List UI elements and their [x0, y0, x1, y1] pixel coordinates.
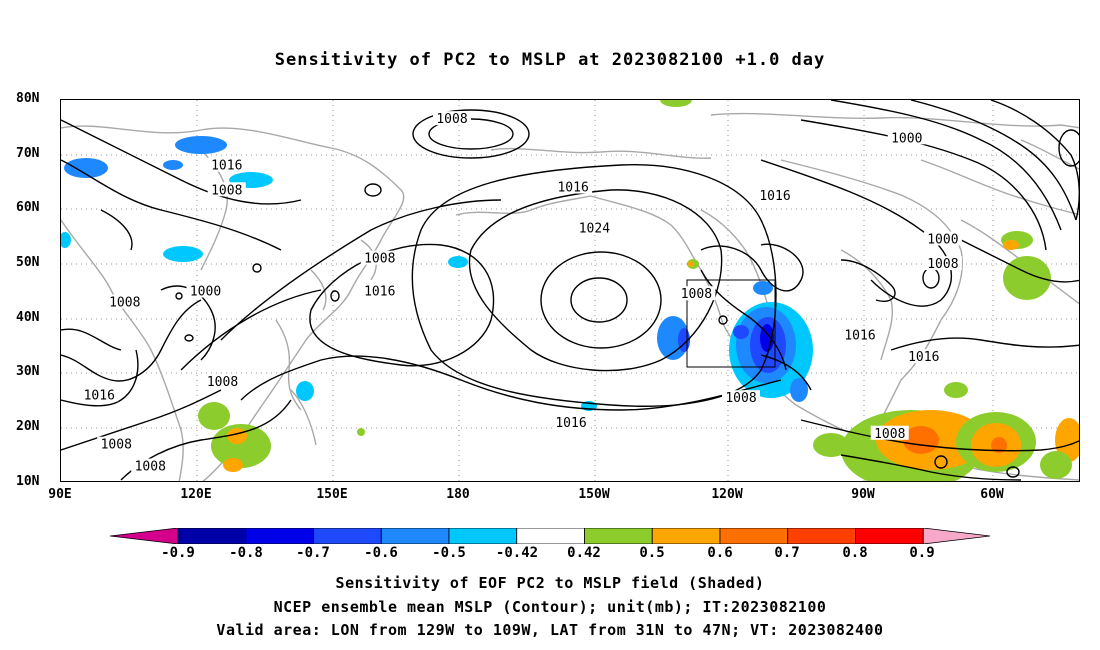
contour-label-bg — [923, 231, 962, 246]
sensitivity-shading — [61, 100, 1079, 481]
lon-label-60w: 60W — [980, 487, 1004, 502]
colorbar-label-0-5: 0.5 — [639, 545, 665, 561]
colorbar-box — [651, 528, 721, 544]
colorbar-box — [516, 528, 585, 544]
contour-label-1016: 1016 — [908, 350, 939, 365]
contour-label-bg — [131, 458, 170, 473]
contour-label-bg — [207, 157, 246, 172]
contour-label-bg — [575, 220, 614, 235]
contour-label-bg — [722, 390, 760, 405]
contour-label-1016: 1016 — [557, 181, 588, 196]
colorbar-label-neg-0-8: -0.8 — [229, 545, 263, 561]
contour-label-1008: 1008 — [436, 112, 467, 127]
contour-label-bg — [887, 130, 926, 145]
lat-label-60n: 60N — [16, 200, 40, 215]
lon-label-90e: 90E — [48, 487, 72, 502]
contour-label-bg — [105, 294, 144, 309]
contour-labels: 1008 1016 1008 1000 1016 1016 1024 1008 1000 1008… — [80, 111, 962, 475]
contour-label-1008: 1008 — [927, 257, 958, 272]
caption-line-2: NCEP ensemble mean MSLP (Contour); unit(… — [273, 598, 827, 616]
mslp-contours — [61, 100, 1079, 481]
colorbar-high-triangle — [922, 528, 990, 544]
contour-label-bg — [186, 283, 225, 298]
contour-label-1016: 1016 — [84, 388, 115, 403]
lat-label-40n: 40N — [16, 310, 40, 325]
contour-label-1016: 1016 — [759, 189, 790, 204]
contour-label-1008: 1008 — [681, 287, 712, 302]
colorbar-box — [380, 528, 450, 544]
contour-label-1008: 1008 — [207, 375, 238, 390]
contour-label-bg — [756, 187, 794, 202]
contour-label-bg — [870, 425, 909, 440]
contour-label-bg — [97, 436, 136, 451]
colorbar-low-triangle — [110, 528, 179, 544]
gridlines — [61, 100, 1079, 481]
contour-label-1008: 1008 — [101, 438, 132, 453]
caption-line-1: Sensitivity of EOF PC2 to MSLP field (Sh… — [335, 574, 765, 592]
contour-label-bg — [433, 111, 471, 126]
lon-label-180: 180 — [446, 487, 470, 502]
contour-label-1024: 1024 — [579, 222, 610, 237]
contour-label-1000: 1000 — [190, 285, 221, 300]
lon-label-150w: 150W — [578, 487, 610, 502]
contour-label-bg — [207, 182, 246, 197]
colorbar-label-0-42: 0.42 — [567, 545, 601, 561]
contour-label-1016: 1016 — [844, 328, 875, 343]
lat-label-10n: 10N — [16, 474, 40, 489]
chart-title: Sensitivity of PC2 to MSLP at 2023082100… — [274, 50, 826, 70]
contour-label-bg — [203, 373, 242, 388]
contour-label-1008: 1008 — [135, 460, 166, 475]
colorbar-label-neg-0-6: -0.6 — [364, 545, 398, 561]
colorbar-box — [787, 528, 856, 544]
lon-label-120w: 120W — [711, 487, 743, 502]
colorbar-label-0-6: 0.6 — [707, 545, 733, 561]
colorbar-box — [855, 528, 924, 544]
contour-label-1000: 1000 — [927, 233, 958, 248]
contour-label-1008: 1008 — [211, 183, 242, 198]
contour-label-1016: 1016 — [555, 416, 586, 431]
colorbar-box — [177, 528, 247, 544]
lat-label-20n: 20N — [16, 419, 40, 434]
colorbar-label-0-9: 0.9 — [909, 545, 935, 561]
colorbar-label-neg-0-42: -0.42 — [495, 545, 539, 561]
colorbar-label-0-7: 0.7 — [774, 545, 800, 561]
colorbar-box — [584, 528, 653, 544]
colorbar-label-0-8: 0.8 — [842, 545, 868, 561]
contour-label-1008: 1008 — [109, 295, 140, 310]
colorbar-box — [448, 528, 518, 544]
contour-label-1008: 1008 — [725, 391, 756, 406]
contour-label-bg — [841, 327, 879, 342]
map-panel: 1008 1016 1008 1000 1016 1016 1024 1008 1000 1008… — [60, 99, 1080, 482]
contour-label-1008: 1008 — [364, 252, 395, 267]
contour-label-1000: 1000 — [891, 131, 922, 146]
map-canvas: 1008 1016 1008 1000 1016 1016 1024 1008 1000 1008… — [61, 100, 1079, 481]
colorbar-label-neg-0-5: -0.5 — [432, 545, 466, 561]
lon-label-150e: 150E — [316, 487, 348, 502]
contour-label-bg — [923, 256, 962, 271]
lat-label-50n: 50N — [16, 255, 40, 270]
lat-label-30n: 30N — [16, 364, 40, 379]
color-bar — [110, 528, 990, 544]
contour-label-bg — [552, 414, 590, 429]
colorbar-box — [245, 528, 314, 544]
contour-label-bg — [80, 387, 119, 402]
colorbar-label-neg-0-9: -0.9 — [161, 545, 195, 561]
lat-label-70n: 70N — [16, 146, 40, 161]
contour-label-1016: 1016 — [211, 159, 242, 174]
contour-label-bg — [360, 283, 399, 298]
lat-label-80n: 80N — [16, 91, 40, 106]
contour-label-1016: 1016 — [364, 285, 395, 300]
colorbar-label-neg-0-7: -0.7 — [296, 545, 330, 561]
lon-label-90w: 90W — [851, 487, 875, 502]
colorbar-box — [313, 528, 382, 544]
contour-label-bg — [360, 250, 399, 265]
contour-label-bg — [677, 286, 716, 301]
contour-label-1008: 1008 — [874, 427, 905, 442]
caption-line-3: Valid area: LON from 129W to 109W, LAT f… — [216, 621, 884, 639]
colorbar-box — [719, 528, 789, 544]
contour-label-bg — [554, 179, 593, 194]
contour-label-bg — [904, 349, 943, 364]
lon-label-120e: 120E — [180, 487, 212, 502]
valid-area-box — [686, 279, 776, 368]
